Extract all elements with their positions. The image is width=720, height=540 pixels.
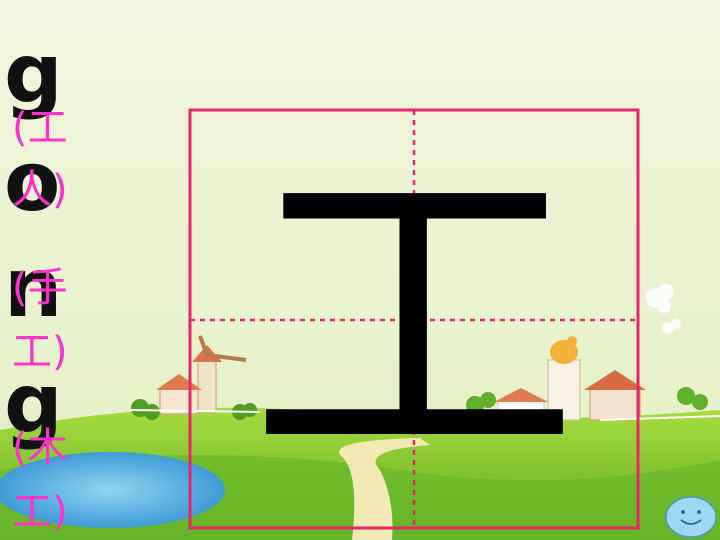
pinyin-letter: g — [4, 27, 63, 122]
smiley-icon[interactable] — [665, 496, 717, 538]
word-line: (工 — [12, 105, 68, 151]
main-character: 工 — [249, 127, 579, 511]
word-line: (手 — [12, 265, 68, 311]
pond-icon — [0, 452, 225, 528]
word-line: 人) — [12, 167, 68, 213]
tower-icon — [547, 336, 581, 421]
word-line: 工) — [12, 329, 68, 375]
pinyin-letter: n — [4, 241, 63, 336]
house-icon — [494, 370, 646, 425]
word-line: (木 — [12, 425, 68, 471]
word-line: 工) — [12, 489, 68, 535]
pinyin-letter: g — [4, 357, 63, 452]
pinyin-letter: o — [4, 135, 61, 230]
cloud-icon — [646, 284, 681, 334]
